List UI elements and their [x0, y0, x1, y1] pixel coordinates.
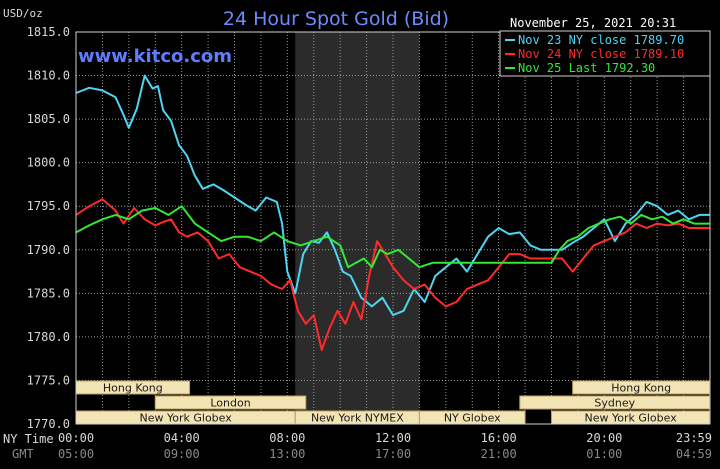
session-label: New York NYMEX [311, 412, 404, 425]
legend-label: Nov 23 NY close 1789.70 [518, 33, 684, 47]
gmt-tick-label: 21:00 [481, 447, 517, 461]
x-axis-ticks: 00:00 04:00 08:00 12:00 16:00 20:00 23:59 [58, 431, 712, 445]
gmt-axis-ticks: 05:00 09:00 13:00 17:00 21:00 01:00 04:59 [58, 447, 712, 461]
y-tick-label: 1770.0 [27, 417, 70, 431]
gmt-tick-label: 13:00 [269, 447, 305, 461]
gmt-tick-label: 01:00 [586, 447, 622, 461]
y-tick-label: 1815.0 [27, 25, 70, 39]
chart-title: 24 Hour Spot Gold (Bid) [223, 8, 449, 30]
price-series [75, 74, 710, 351]
y-tick-label: 1805.0 [27, 112, 70, 126]
nymex-hours-band [295, 32, 420, 424]
y-tick-label: 1775.0 [27, 373, 70, 387]
session-bar: Hong Kong [572, 380, 711, 395]
unit-label: USD/oz [3, 7, 43, 20]
x-tick-label: 23:59 [676, 431, 712, 445]
session-label: Hong Kong [611, 382, 671, 395]
y-tick-label: 1810.0 [27, 69, 70, 83]
session-rect [154, 395, 307, 410]
session-label: London [210, 397, 250, 410]
x-axis-label: NY Time [3, 432, 54, 446]
legend-label: Nov 25 Last 1792.30 [518, 61, 655, 75]
series-line [75, 198, 710, 351]
session-bar: London [154, 395, 307, 410]
session-bar: New York Globex [75, 410, 296, 425]
legend-box [499, 30, 711, 77]
session-bar: New York Globex [551, 410, 711, 425]
session-bar: NY Globex [418, 410, 526, 425]
gmt-tick-label: 05:00 [58, 447, 94, 461]
plot-frame [75, 31, 711, 425]
gmt-tick-label: 17:00 [375, 447, 411, 461]
session-bar: Sydney [519, 395, 711, 410]
series-line [75, 205, 710, 269]
series-line [75, 74, 710, 317]
legend-item: Nov 24 NY close 1789.10 [505, 47, 684, 61]
session-label: New York Globex [140, 412, 233, 425]
y-axis-ticks: 1815.0 1810.0 1805.0 1800.0 1795.0 1790.0 1785… [27, 25, 70, 431]
x-tick-label: 04:00 [164, 431, 200, 445]
session-label: Sydney [594, 397, 635, 410]
legend-label: Nov 24 NY close 1789.10 [518, 47, 684, 61]
y-tick-label: 1790.0 [27, 243, 70, 257]
timestamp: November 25, 2021 20:31 [510, 16, 676, 30]
x-tick-label: 20:00 [586, 431, 622, 445]
x-tick-label: 12:00 [375, 431, 411, 445]
legend-item: Nov 25 Last 1792.30 [505, 61, 655, 75]
market-sessions: Hong Kong London New York Globex New York N… [75, 380, 711, 425]
x-tick-label: 08:00 [269, 431, 305, 445]
session-label: NY Globex [444, 412, 501, 425]
gmt-axis-label: GMT [12, 447, 34, 461]
session-label: Hong Kong [103, 382, 163, 395]
source-link[interactable]: www.kitco.com [78, 46, 232, 67]
x-tick-label: 00:00 [58, 431, 94, 445]
session-label: New York Globex [584, 412, 677, 425]
gmt-tick-label: 09:00 [164, 447, 200, 461]
legend-item: Nov 23 NY close 1789.70 [505, 33, 684, 47]
gmt-tick-label: 04:59 [676, 447, 712, 461]
y-tick-label: 1780.0 [27, 330, 70, 344]
y-tick-label: 1785.0 [27, 286, 70, 300]
y-tick-label: 1795.0 [27, 199, 70, 213]
session-bar: Hong Kong [75, 380, 191, 395]
y-tick-label: 1800.0 [27, 156, 70, 170]
session-bar: New York NYMEX [294, 410, 420, 425]
x-tick-label: 16:00 [481, 431, 517, 445]
